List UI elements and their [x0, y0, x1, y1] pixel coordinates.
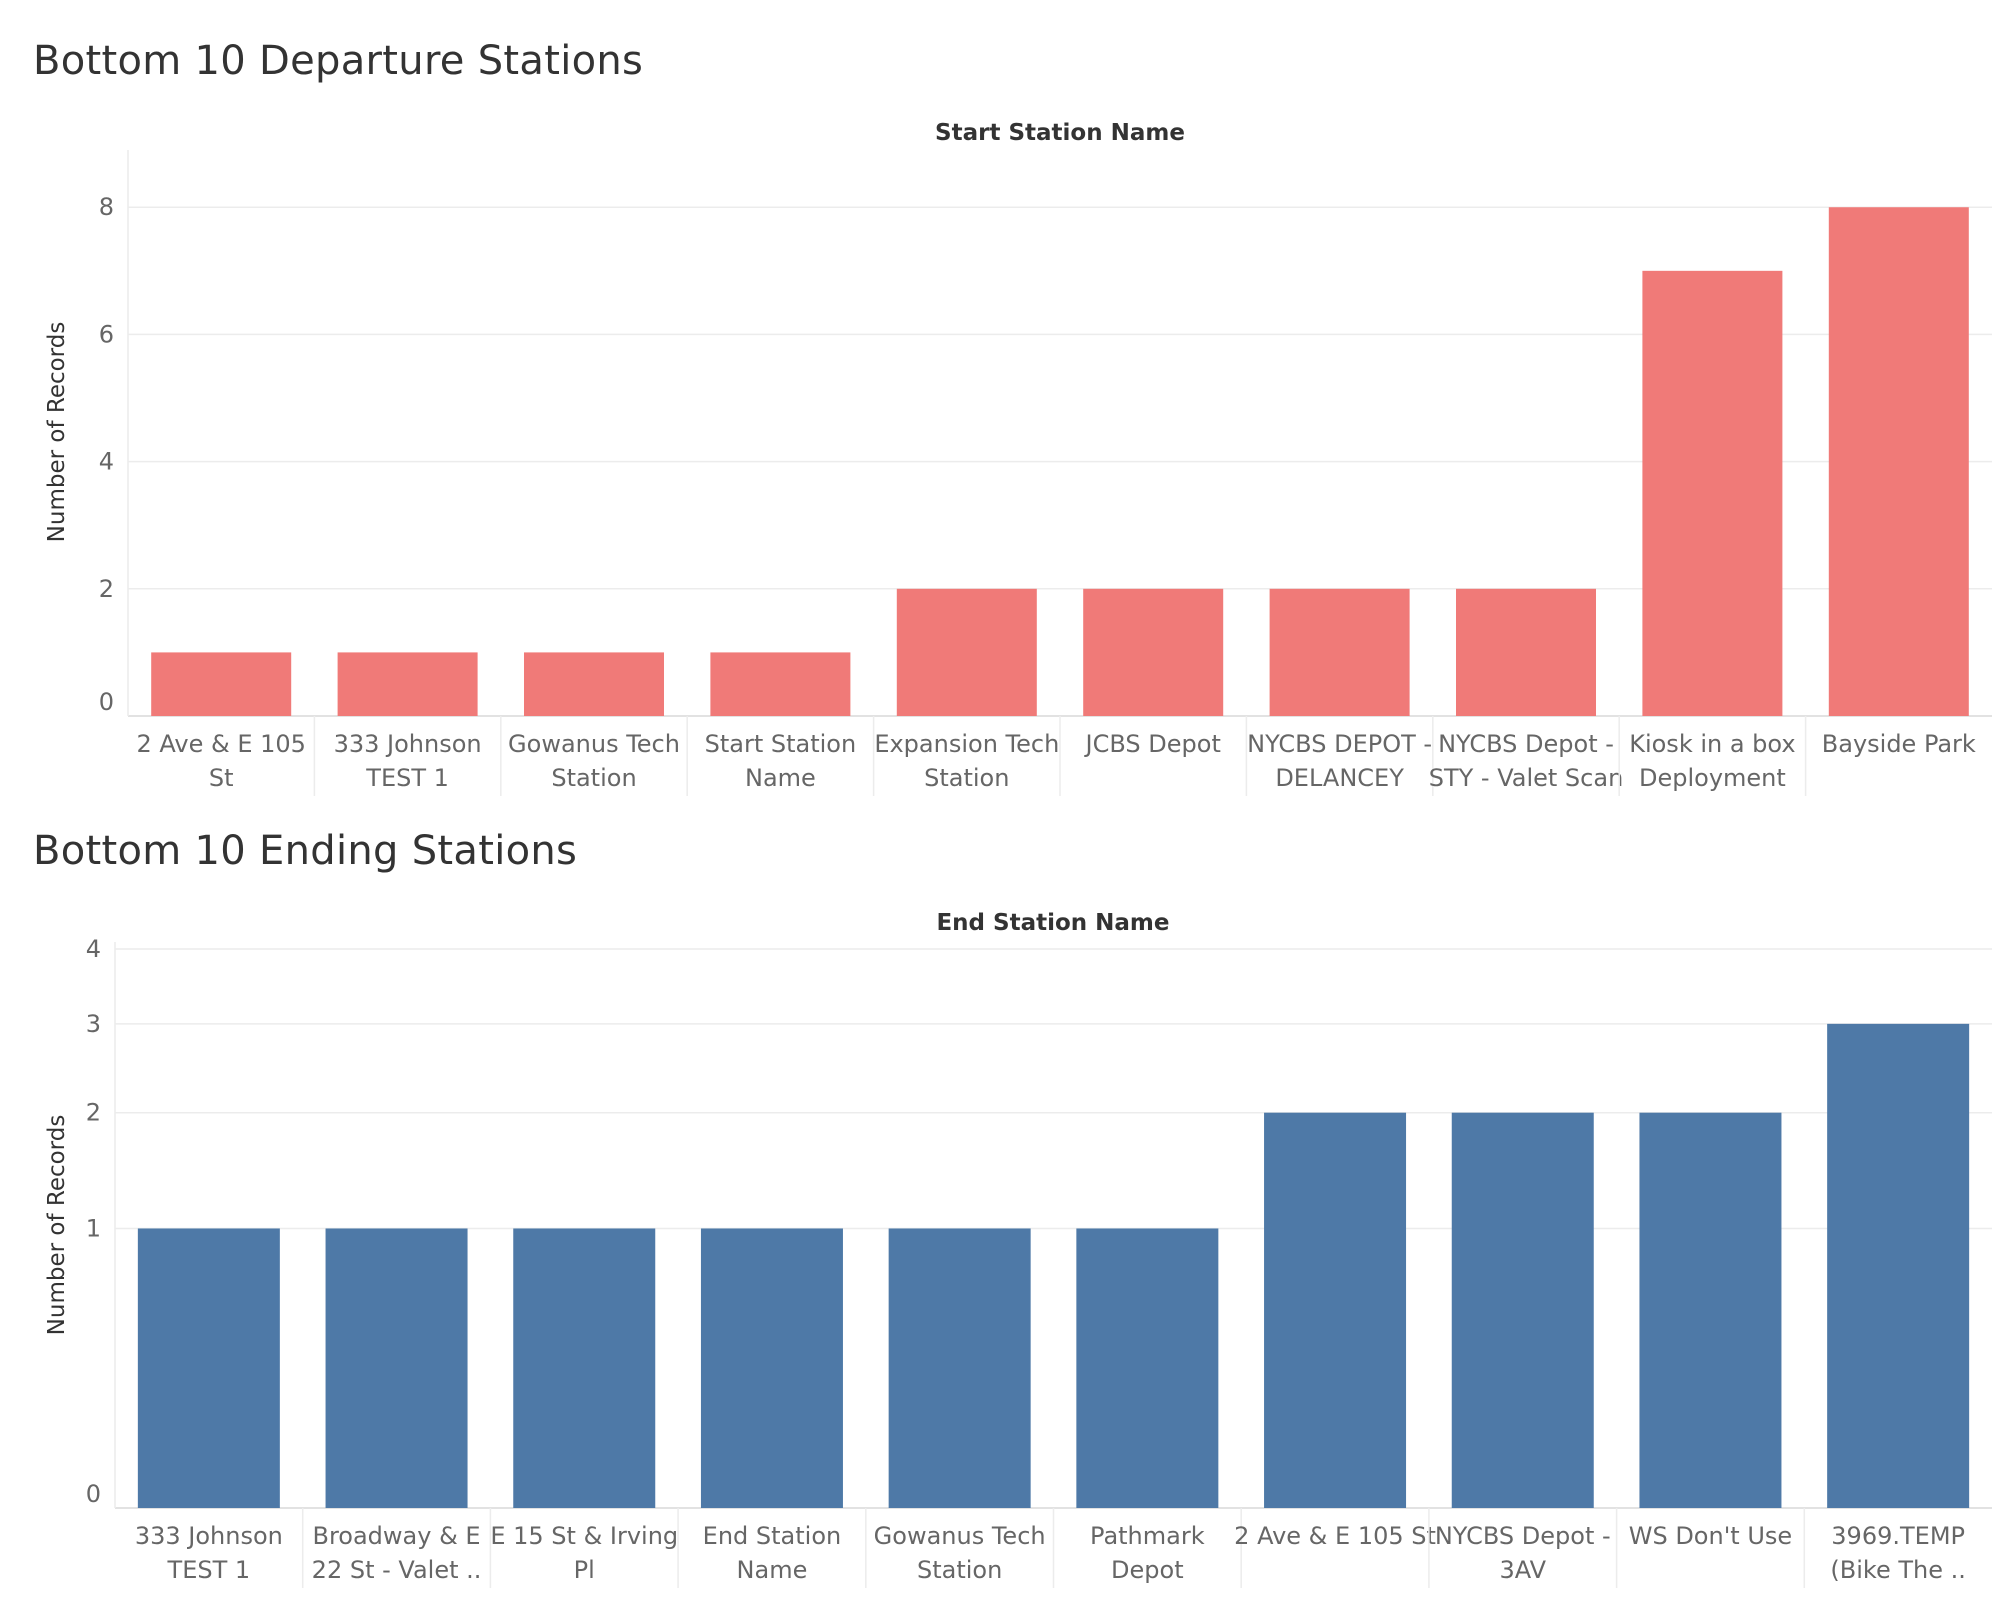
departure-bar[interactable]	[524, 652, 664, 716]
ending-x-tick-label: WS Don't Use	[1629, 1522, 1792, 1550]
departure-x-tick-label: 2 Ave & E 105	[136, 730, 305, 758]
ending-x-tick-label: Depot	[1111, 1556, 1184, 1584]
departure-bar[interactable]	[1269, 588, 1410, 716]
ending-x-tick-label: 333 Johnson	[135, 1522, 283, 1550]
ending-bar[interactable]	[513, 1228, 656, 1508]
departure-bar[interactable]	[151, 652, 292, 716]
ending-x-tick-label: Gowanus Tech	[874, 1522, 1046, 1550]
ending-x-tick-label: Station	[917, 1556, 1002, 1584]
ending-y-tick-label: 3	[86, 1010, 101, 1038]
ending-bar[interactable]	[888, 1228, 1031, 1508]
departure-x-tick-label: NYCBS DEPOT -	[1247, 730, 1432, 758]
departure-bar[interactable]	[337, 652, 478, 716]
departure-bar[interactable]	[896, 588, 1037, 716]
departure-y-axis-label: Number of Records	[44, 322, 70, 543]
departure-x-tick-label: Station	[551, 764, 636, 792]
ending-bar[interactable]	[1827, 1023, 1970, 1508]
ending-x-tick-label: Pl	[574, 1556, 595, 1584]
ending-bar[interactable]	[1639, 1112, 1782, 1508]
departure-bar[interactable]	[1083, 588, 1224, 716]
ending-x-tick-label: (Bike The ..	[1830, 1556, 1965, 1584]
departure-bar[interactable]	[1828, 207, 1969, 716]
ending-bar[interactable]	[137, 1228, 280, 1508]
ending-y-axis-label: Number of Records	[44, 1115, 70, 1336]
departure-x-tick-label: Bayside Park	[1822, 730, 1976, 758]
ending-y-tick-label: 0	[86, 1480, 101, 1508]
departure-x-tick-label: JCBS Depot	[1084, 730, 1221, 758]
ending-bar[interactable]	[1264, 1112, 1407, 1508]
ending-chart-title: Bottom 10 Ending Stations	[33, 828, 578, 874]
departure-x-tick-label: Deployment	[1639, 764, 1786, 792]
departure-y-tick-label: 0	[99, 688, 114, 716]
ending-y-tick-label: 2	[86, 1099, 101, 1127]
departure-bar[interactable]	[1642, 270, 1783, 716]
departure-chart-title: Bottom 10 Departure Stations	[33, 38, 644, 84]
ending-x-tick-label: Pathmark	[1090, 1522, 1205, 1550]
ending-bar[interactable]	[325, 1228, 468, 1508]
departure-x-header: Start Station Name	[935, 120, 1185, 146]
departure-bar[interactable]	[1456, 588, 1596, 716]
departure-x-tick-label: Kiosk in a box	[1629, 730, 1795, 758]
departure-y-tick-label: 8	[99, 193, 114, 221]
ending-x-tick-label: 22 St - Valet ..	[312, 1556, 482, 1584]
ending-x-tick-label: E 15 St & Irving	[490, 1522, 678, 1550]
ending-bar[interactable]	[700, 1228, 843, 1508]
departure-x-tick-label: TEST 1	[365, 764, 449, 792]
ending-bar[interactable]	[1076, 1228, 1219, 1508]
departure-y-tick-label: 2	[99, 575, 114, 603]
departure-bar[interactable]	[710, 652, 851, 716]
ending-x-tick-label: Broadway & E	[312, 1522, 480, 1550]
ending-bar-chart: End Station Name Number of Records 0 1 2 3 4…	[44, 910, 1992, 1588]
ending-y-tick-label: 4	[86, 935, 101, 963]
departure-x-tick-label: Gowanus Tech	[508, 730, 680, 758]
ending-x-tick-label: TEST 1	[167, 1556, 251, 1584]
ending-y-tick-label: 1	[86, 1214, 101, 1242]
ending-x-tick-label: NYCBS Depot -	[1435, 1522, 1611, 1550]
ending-x-tick-label: 2 Ave & E 105 St	[1234, 1522, 1436, 1550]
departure-x-tick-label: St	[209, 764, 234, 792]
departure-x-tick-label: 333 Johnson	[334, 730, 482, 758]
ending-bar[interactable]	[1451, 1112, 1594, 1508]
departure-bar-chart: Start Station Name Number of Records 0 2 4…	[44, 120, 1992, 796]
departure-x-tick-label: Name	[745, 764, 816, 792]
ending-x-tick-label: 3969.TEMP	[1831, 1522, 1965, 1550]
departure-y-tick-label: 6	[99, 320, 114, 348]
ending-x-tick-label: 3AV	[1499, 1556, 1546, 1584]
departure-x-tick-label: NYCBS Depot -	[1438, 730, 1614, 758]
departure-y-tick-label: 4	[99, 448, 114, 476]
ending-x-tick-label: Name	[737, 1556, 808, 1584]
departure-x-tick-label: Expansion Tech	[874, 730, 1059, 758]
departure-x-tick-label: Station	[924, 764, 1009, 792]
ending-x-header: End Station Name	[936, 910, 1169, 936]
departure-x-tick-label: DELANCEY	[1275, 764, 1404, 792]
ending-x-tick-label: End Station	[703, 1522, 842, 1550]
departure-x-tick-label: STY - Valet Scan	[1429, 764, 1624, 792]
departure-x-tick-label: Start Station	[705, 730, 857, 758]
